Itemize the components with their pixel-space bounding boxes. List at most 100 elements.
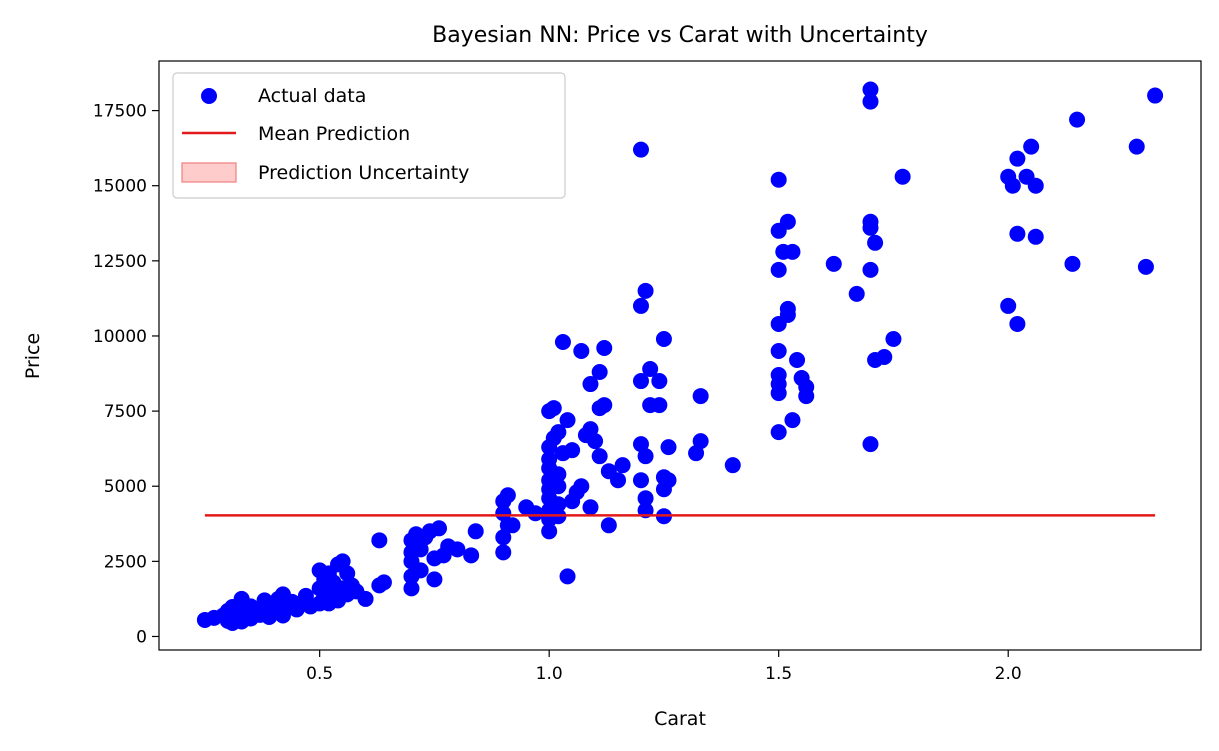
y-tick-label: 17500 [93, 102, 147, 122]
data-point [862, 261, 879, 278]
data-point [357, 590, 374, 607]
data-point [660, 439, 677, 456]
data-point [541, 523, 558, 540]
y-axis-ticks: 0 2500 5000 7500 10000 12500 15000 17500 [93, 102, 159, 647]
data-point [1128, 138, 1145, 155]
data-point [495, 544, 512, 561]
data-point [825, 255, 842, 272]
data-point [550, 466, 567, 483]
data-point [637, 490, 654, 507]
data-point [632, 436, 649, 453]
data-point [545, 400, 562, 417]
data-point [779, 306, 796, 323]
legend-label: Prediction Uncertainty [258, 162, 469, 184]
data-point [449, 541, 466, 558]
data-point [426, 571, 443, 588]
data-point [463, 547, 480, 564]
data-point [632, 141, 649, 158]
data-point [334, 553, 351, 570]
data-point [554, 333, 571, 350]
data-point [632, 373, 649, 390]
data-point [655, 330, 672, 347]
x-axis-ticks: 0.5 1.0 1.5 2.0 [306, 650, 1022, 684]
data-point [1009, 315, 1026, 332]
x-tick-label: 2.0 [995, 664, 1022, 684]
data-point [596, 397, 613, 414]
chart-title: Bayesian NN: Price vs Carat with Uncerta… [432, 23, 928, 48]
y-tick-label: 7500 [104, 402, 147, 422]
x-axis-label: Carat [654, 708, 706, 730]
data-point [867, 234, 884, 251]
data-point [632, 472, 649, 489]
plot-area-frame [158, 60, 1202, 651]
data-point [1023, 138, 1040, 155]
data-point [637, 448, 654, 465]
data-point [1004, 177, 1021, 194]
data-point [770, 171, 787, 188]
data-point [1069, 111, 1086, 128]
data-point [660, 472, 677, 489]
y-tick-label: 0 [136, 627, 147, 647]
data-point [770, 261, 787, 278]
data-point [862, 219, 879, 236]
data-point [848, 285, 865, 302]
legend: Actual data Mean Prediction Prediction Unc… [172, 72, 566, 199]
data-point [770, 385, 787, 402]
data-point [798, 388, 815, 405]
data-point [724, 457, 741, 474]
data-point [499, 487, 516, 504]
data-point [651, 373, 668, 390]
data-point [596, 339, 613, 356]
data-point [582, 499, 599, 516]
data-point [412, 541, 429, 558]
data-point [862, 93, 879, 110]
data-point [1000, 297, 1017, 314]
y-tick-label: 15000 [93, 177, 147, 197]
data-point [1137, 258, 1154, 275]
data-point [1027, 177, 1044, 194]
data-point [495, 529, 512, 546]
data-point [862, 81, 879, 98]
data-point [779, 213, 796, 230]
data-point [412, 562, 429, 579]
x-tick-label: 1.0 [536, 664, 563, 684]
y-tick-label: 5000 [104, 477, 147, 497]
data-point [375, 574, 392, 591]
data-point [642, 361, 659, 378]
data-point [339, 565, 356, 582]
x-tick-label: 1.5 [765, 664, 792, 684]
data-point [573, 342, 590, 359]
data-point [587, 433, 604, 450]
data-point [688, 445, 705, 462]
data-point [1064, 255, 1081, 272]
data-point [550, 496, 567, 513]
data-point [692, 388, 709, 405]
data-point [559, 568, 576, 585]
data-point [885, 330, 902, 347]
data-point [550, 478, 567, 495]
data-point [651, 397, 668, 414]
data-point [591, 364, 608, 381]
data-point [573, 478, 590, 495]
data-point [894, 168, 911, 185]
y-tick-label: 10000 [93, 327, 147, 347]
data-point [784, 412, 801, 429]
data-point [600, 517, 617, 534]
data-point [559, 412, 576, 429]
data-point [614, 457, 631, 474]
legend-label: Mean Prediction [258, 123, 410, 145]
data-point [632, 297, 649, 314]
data-point [371, 532, 388, 549]
data-point [1009, 225, 1026, 242]
x-tick-label: 0.5 [306, 664, 333, 684]
data-point [495, 505, 512, 522]
y-tick-label: 2500 [104, 552, 147, 572]
data-point [876, 349, 893, 366]
data-point [504, 517, 521, 534]
data-point [610, 472, 627, 489]
scatter-points-layer [196, 81, 1164, 631]
data-point [784, 243, 801, 260]
data-point [582, 376, 599, 393]
data-point [1147, 87, 1164, 104]
data-point [591, 448, 608, 465]
